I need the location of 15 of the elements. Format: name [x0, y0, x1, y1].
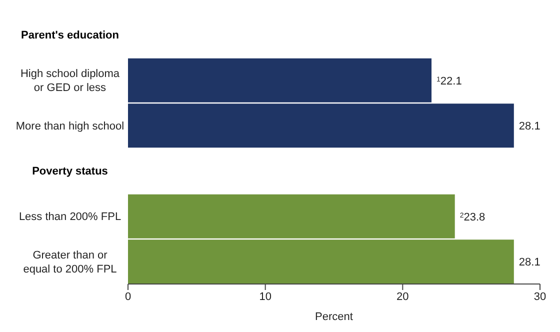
y-tick-label: Parent's education	[21, 30, 120, 42]
x-tick-label: 30	[534, 290, 546, 303]
data-label: 28.1	[518, 256, 540, 269]
y-tick-label: High school diploma or GED or less	[20, 68, 120, 94]
x-axis-title: Percent	[315, 311, 353, 323]
x-tick-label: 10	[259, 290, 272, 303]
y-tick-label: More than high school	[16, 120, 124, 132]
y-tick-label: Less than 200% FPL	[18, 211, 122, 223]
data-label: $^{1}$22.1	[436, 75, 462, 88]
data-label: $^{2}$23.8	[460, 211, 486, 224]
x-tick-label: 20	[396, 290, 409, 303]
y-tick-label: Poverty status	[32, 166, 108, 178]
data-label: 28.1	[518, 120, 540, 133]
y-tick-label: Greater than or equal to 200% FPL	[23, 249, 117, 276]
x-tick-label: 0	[124, 290, 132, 303]
